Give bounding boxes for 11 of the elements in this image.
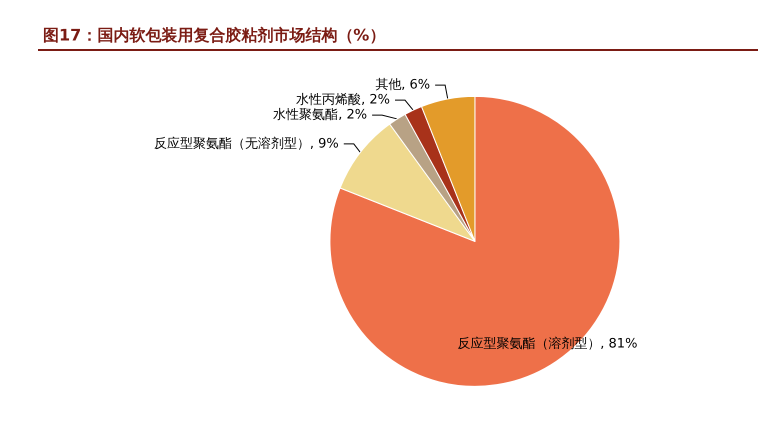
data-label: , 81% — [600, 336, 638, 352]
data-label: , 9% — [310, 136, 339, 152]
chart-title: 图17：国内软包装用复合胶粘剂市场结构（%） — [43, 26, 386, 44]
slice-label: 水性丙烯酸 — [296, 92, 362, 108]
slice-label: 反应型聚氨酯（无溶剂型） — [154, 135, 310, 152]
data-label: , 6% — [401, 78, 430, 93]
data-label: , 2% — [338, 108, 368, 123]
data-label: , 2% — [361, 92, 390, 108]
slice-label: 其他 — [375, 78, 402, 93]
slice-label: 水性聚氨酯 — [273, 108, 338, 123]
slice-label: 反应型聚氨酯（溶剂型） — [457, 335, 600, 352]
